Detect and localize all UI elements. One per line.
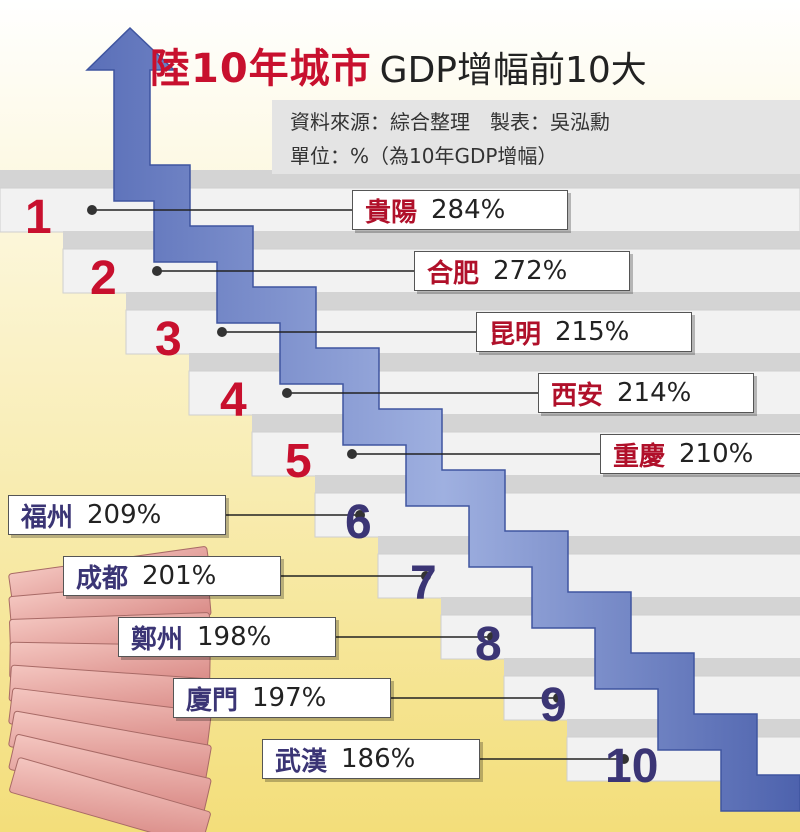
city-label: 重慶 210% — [600, 434, 800, 474]
rank-number: 10 — [605, 743, 658, 791]
city-label: 合肥 272% — [414, 251, 630, 291]
value-label: 272% — [493, 256, 567, 286]
rank-number: 6 — [345, 499, 372, 547]
value-label: 214% — [617, 378, 691, 408]
stair-tread — [378, 536, 800, 554]
city-name: 昆明 — [489, 314, 541, 351]
value-label: 215% — [555, 317, 629, 347]
title-main: 陸10年城市 — [150, 46, 372, 92]
value-label: 197% — [252, 683, 326, 713]
city-name: 廈門 — [186, 680, 238, 717]
source-line: 資料來源：綜合整理 製表：吳泓勳 — [290, 106, 610, 135]
city-name: 福州 — [21, 497, 73, 534]
city-label: 貴陽 284% — [352, 190, 568, 230]
title-sub: GDP增幅前10大 — [380, 50, 647, 91]
city-label: 昆明 215% — [476, 312, 692, 352]
city-name: 鄭州 — [131, 619, 183, 656]
city-name: 西安 — [551, 375, 603, 412]
rank-number: 3 — [155, 316, 182, 364]
leader-dot — [347, 449, 357, 459]
city-name: 成都 — [76, 558, 128, 595]
city-label: 成都 201% — [63, 556, 281, 596]
city-label: 福州 209% — [8, 495, 226, 535]
rank-number: 5 — [285, 438, 312, 486]
city-label: 廈門 197% — [173, 678, 391, 718]
rank-number: 9 — [540, 682, 567, 730]
rank-number: 2 — [90, 255, 117, 303]
city-name: 武漢 — [275, 741, 327, 778]
leader-dot — [87, 205, 97, 215]
rank-number: 7 — [410, 560, 437, 608]
value-label: 284% — [431, 195, 505, 225]
leader-dot — [217, 327, 227, 337]
source-box: 資料來源：綜合整理 製表：吳泓勳 單位：%（為10年GDP增幅） — [272, 100, 800, 174]
rank-number: 8 — [475, 621, 502, 669]
stair-tread — [315, 475, 800, 493]
stair-tread — [252, 414, 800, 432]
value-label: 186% — [341, 744, 415, 774]
value-label: 209% — [87, 500, 161, 530]
city-name: 合肥 — [427, 253, 479, 290]
city-name: 貴陽 — [365, 192, 417, 229]
city-name: 重慶 — [613, 436, 665, 473]
value-label: 198% — [197, 622, 271, 652]
chart-title: 陸10年城市 GDP增幅前10大 — [150, 36, 647, 94]
city-label: 鄭州 198% — [118, 617, 336, 657]
city-label: 西安 214% — [538, 373, 754, 413]
leader-dot — [152, 266, 162, 276]
unit-line: 單位：%（為10年GDP增幅） — [290, 140, 557, 169]
rank-number: 4 — [220, 377, 247, 425]
rank-number: 1 — [25, 194, 52, 242]
value-label: 210% — [679, 439, 753, 469]
leader-dot — [282, 388, 292, 398]
value-label: 201% — [142, 561, 216, 591]
city-label: 武漢 186% — [262, 739, 480, 779]
